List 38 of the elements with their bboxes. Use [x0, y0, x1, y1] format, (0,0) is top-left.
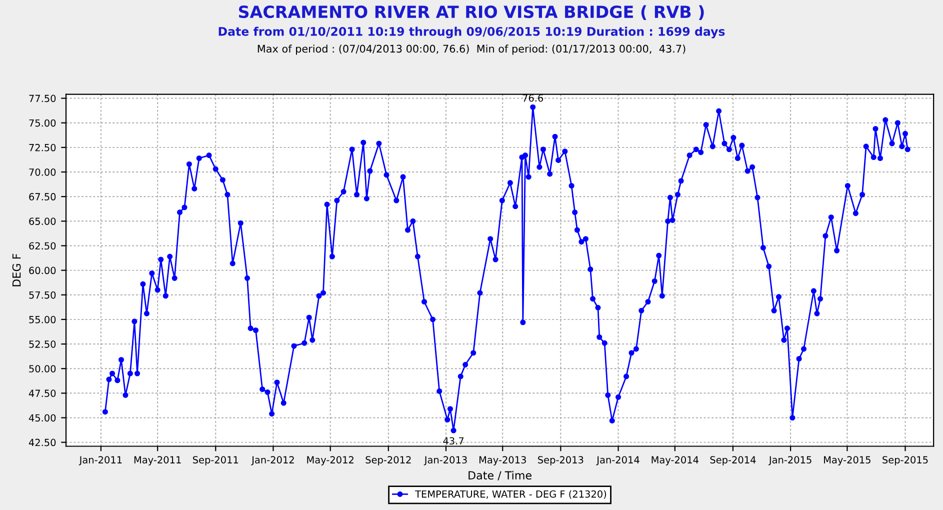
text: Max of period : (07/04/2013 00:00, 76.6) Min of period: (01/17/2013 00:00, 43.7) [258, 44, 686, 55]
y-tick-label: 75.00 [29, 119, 56, 127]
x-tick-label: Sep-2014 [710, 456, 756, 466]
x-tick-label: May-2012 [307, 456, 354, 466]
x-tick-label: Sep-2011 [192, 456, 238, 466]
x-tick-label: May-2011 [134, 456, 181, 466]
x-axis-title: Date / Time [468, 470, 532, 480]
x-tick-label: May-2014 [652, 456, 698, 466]
annotation: 76.6 [522, 94, 544, 102]
y-tick-label: 62.50 [29, 242, 56, 250]
annotation: 43.7 [443, 437, 464, 445]
chart-title: SACRAMENTO RIVER AT RIO VISTA BRIDGE ( RVB ) [238, 5, 704, 20]
y-tick-label: 47.50 [28, 390, 56, 397]
y-tick-label: 50.00 [29, 365, 56, 372]
y-tick-label: 45.00 [28, 414, 56, 422]
x-tick-label: Jan-2012 [251, 456, 294, 466]
x-tick-label: May-2013 [479, 456, 526, 466]
x-tick-label: Sep-2015 [882, 456, 928, 466]
y-tick-label: 42.50 [28, 438, 56, 446]
y-tick-label: 67.50 [29, 193, 56, 200]
y-tick-label: 57.50 [29, 291, 56, 299]
y-axis-title: DEG F [12, 254, 21, 286]
y-tick-label: 72.50 [29, 144, 56, 152]
x-tick-label: Jan-2015 [768, 456, 812, 466]
y-tick-label: 70.00 [29, 168, 56, 176]
x-tick-label: Sep-2012 [366, 456, 411, 466]
legend-label: TEMPERATURE, WATER - DEG F (21320) [415, 490, 606, 499]
y-tick-label: 60.00 [29, 266, 56, 274]
y-tick-label: 52.50 [29, 340, 56, 348]
x-tick-label: Jan-2011 [78, 456, 122, 466]
y-tick-label: 65.00 [29, 218, 56, 225]
y-tick-label: 77.50 [29, 94, 56, 102]
chart-subtitle: Date from 01/10/2011 10:19 through 09/06/2015 10:19 Duration : 1699 days [218, 26, 725, 38]
x-tick-label: May-2015 [824, 456, 870, 466]
x-tick-label: Sep-2013 [538, 456, 584, 466]
x-tick-label: Jan-2013 [424, 456, 467, 466]
x-tick-label: Jan-2014 [596, 456, 640, 466]
y-tick-label: 55.00 [29, 316, 56, 324]
